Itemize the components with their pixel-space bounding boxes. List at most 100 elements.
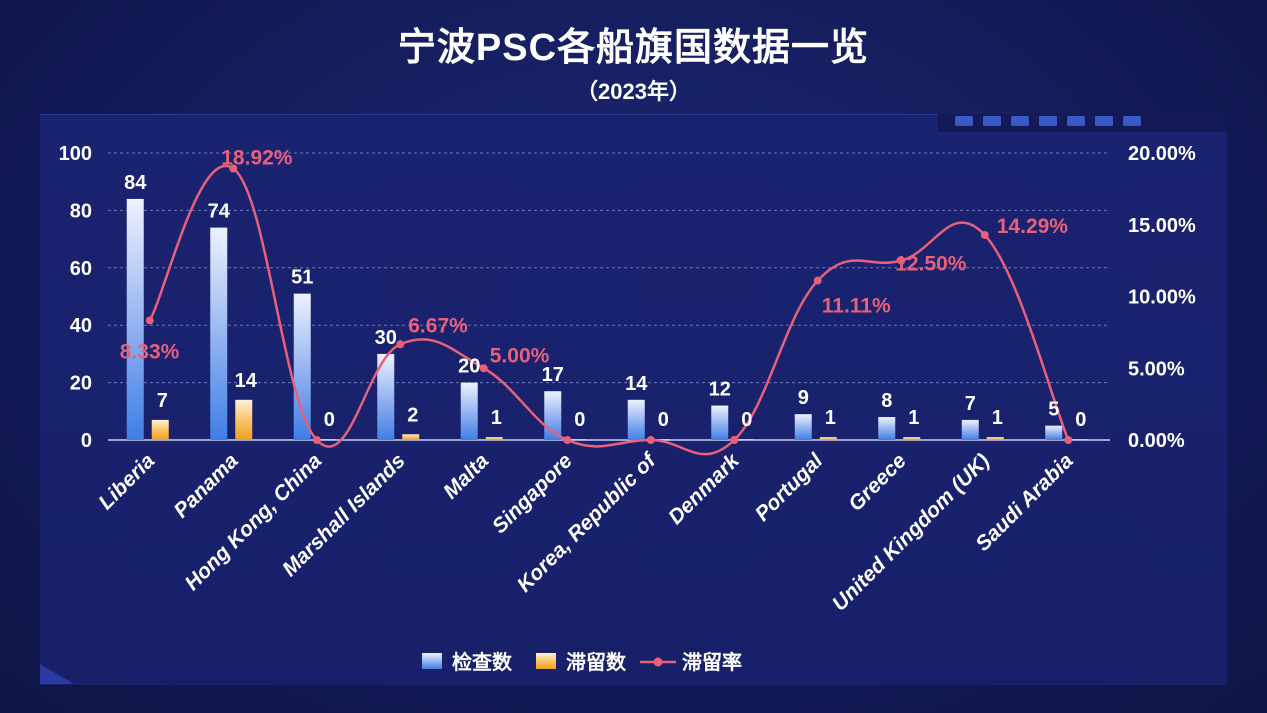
y-left-tick-label: 40 xyxy=(70,315,92,337)
panel-corner xyxy=(40,664,74,684)
data-label-detentions: 0 xyxy=(741,409,752,431)
data-label-rate: 12.50% xyxy=(895,253,967,276)
y-left-tick-label: 60 xyxy=(70,258,92,280)
y-left-tick-label: 80 xyxy=(70,200,92,222)
bar-inspections xyxy=(961,419,979,440)
data-label-detentions: 7 xyxy=(157,390,168,412)
deco-block xyxy=(955,116,973,126)
x-axis-label: Hong Kong, China xyxy=(181,449,327,595)
bar-detentions xyxy=(402,434,420,440)
legend: 检查数 滞留数 滞留率 xyxy=(422,650,742,674)
data-label-inspections: 7 xyxy=(965,393,976,415)
chart-title: 宁波PSC各船旗国数据一览 xyxy=(397,27,870,69)
y-right-tick-label: 15.00% xyxy=(1128,215,1196,237)
bar-detentions xyxy=(318,439,336,440)
rate-point xyxy=(145,316,154,325)
rate-point xyxy=(980,230,989,239)
deco-block xyxy=(1067,116,1085,126)
data-label-inspections: 5 xyxy=(1048,399,1059,421)
bar-detentions xyxy=(652,439,670,440)
rate-point xyxy=(312,436,321,444)
legend-swatch-detentions xyxy=(536,653,556,669)
data-label-inspections: 17 xyxy=(542,364,564,386)
data-label-rate: 5.00% xyxy=(490,344,550,367)
data-label-inspections: 8 xyxy=(881,390,892,412)
legend-label-inspections: 检查数 xyxy=(452,650,513,674)
data-label-detentions: 1 xyxy=(992,407,1003,429)
x-axis-label: Liberia xyxy=(94,449,159,514)
x-axis-label: Greece xyxy=(844,449,911,516)
data-label-rate: 14.29% xyxy=(997,215,1069,238)
rate-point xyxy=(1064,436,1073,444)
bar-detentions xyxy=(903,437,921,440)
data-label-detentions: 1 xyxy=(908,407,919,429)
data-label-detentions: 0 xyxy=(324,409,335,431)
data-label-detentions: 1 xyxy=(491,407,502,429)
x-axis-label: Singapore xyxy=(488,449,577,538)
rate-point xyxy=(479,364,488,373)
legend-swatch-inspections xyxy=(422,653,442,669)
data-label-rate: 8.33% xyxy=(120,340,180,363)
chart-subtitle: （2023年） xyxy=(576,79,691,104)
bar-inspections xyxy=(126,198,144,440)
y-right-tick-label: 20.00% xyxy=(1128,143,1196,165)
legend-label-detentions: 滞留数 xyxy=(566,650,627,674)
rate-point xyxy=(563,436,572,444)
x-axis-label: Malta xyxy=(439,449,493,503)
bar-inspections xyxy=(210,227,228,440)
data-label-inspections: 74 xyxy=(208,201,231,223)
y-left-tick-label: 0 xyxy=(81,430,92,452)
data-label-detentions: 1 xyxy=(825,407,836,429)
data-label-detentions: 14 xyxy=(235,370,258,392)
rate-point xyxy=(646,436,655,444)
x-axis-label: Korea, Republic of xyxy=(513,448,662,597)
bar-detentions xyxy=(736,439,754,440)
rate-point xyxy=(396,340,405,349)
x-axis-label: Panama xyxy=(170,449,243,522)
data-label-detentions: 0 xyxy=(1075,409,1086,431)
y-left-tick-label: 100 xyxy=(59,143,92,165)
x-axis-label: Portugal xyxy=(751,448,828,525)
bar-inspections xyxy=(377,353,395,440)
rate-point xyxy=(813,276,822,285)
data-label-rate: 6.67% xyxy=(408,314,468,337)
deco-block xyxy=(983,116,1001,126)
y-right-tick-label: 10.00% xyxy=(1128,287,1196,309)
data-label-detentions: 2 xyxy=(407,404,418,426)
bar-inspections xyxy=(460,382,478,440)
grid-lines xyxy=(108,152,1110,384)
data-label-inspections: 20 xyxy=(458,356,480,378)
deco-block xyxy=(1095,116,1113,126)
bar-detentions xyxy=(485,437,503,440)
data-label-inspections: 9 xyxy=(798,387,809,409)
deco-block xyxy=(1039,116,1057,126)
data-label-inspections: 30 xyxy=(375,327,397,349)
data-label-detentions: 0 xyxy=(574,409,585,431)
x-axis-label: Denmark xyxy=(664,448,745,529)
bar-inspections xyxy=(293,293,311,440)
bar-detentions xyxy=(569,439,587,440)
bars xyxy=(126,198,1088,440)
legend-swatch-rate-dot xyxy=(653,657,663,667)
bar-inspections xyxy=(794,414,812,440)
deco-block xyxy=(1011,116,1029,126)
y-left-tick-label: 20 xyxy=(70,373,92,395)
y-right-tick-label: 5.00% xyxy=(1128,358,1185,380)
rate-line-path xyxy=(148,164,1070,456)
bar-inspections xyxy=(711,405,729,440)
y-right-tick-label: 0.00% xyxy=(1128,430,1185,452)
rate-line xyxy=(145,164,1073,456)
bar-detentions xyxy=(235,399,253,440)
rate-point xyxy=(730,436,739,444)
rate-point xyxy=(897,256,906,265)
bar-detentions xyxy=(1070,439,1088,440)
bar-inspections xyxy=(1045,425,1063,440)
data-label-inspections: 14 xyxy=(625,373,648,395)
rate-point xyxy=(229,164,238,173)
data-label-rate: 18.92% xyxy=(221,146,293,169)
x-axis-label: United Kingdom (UK) xyxy=(828,449,994,615)
data-label-detentions: 0 xyxy=(658,409,669,431)
